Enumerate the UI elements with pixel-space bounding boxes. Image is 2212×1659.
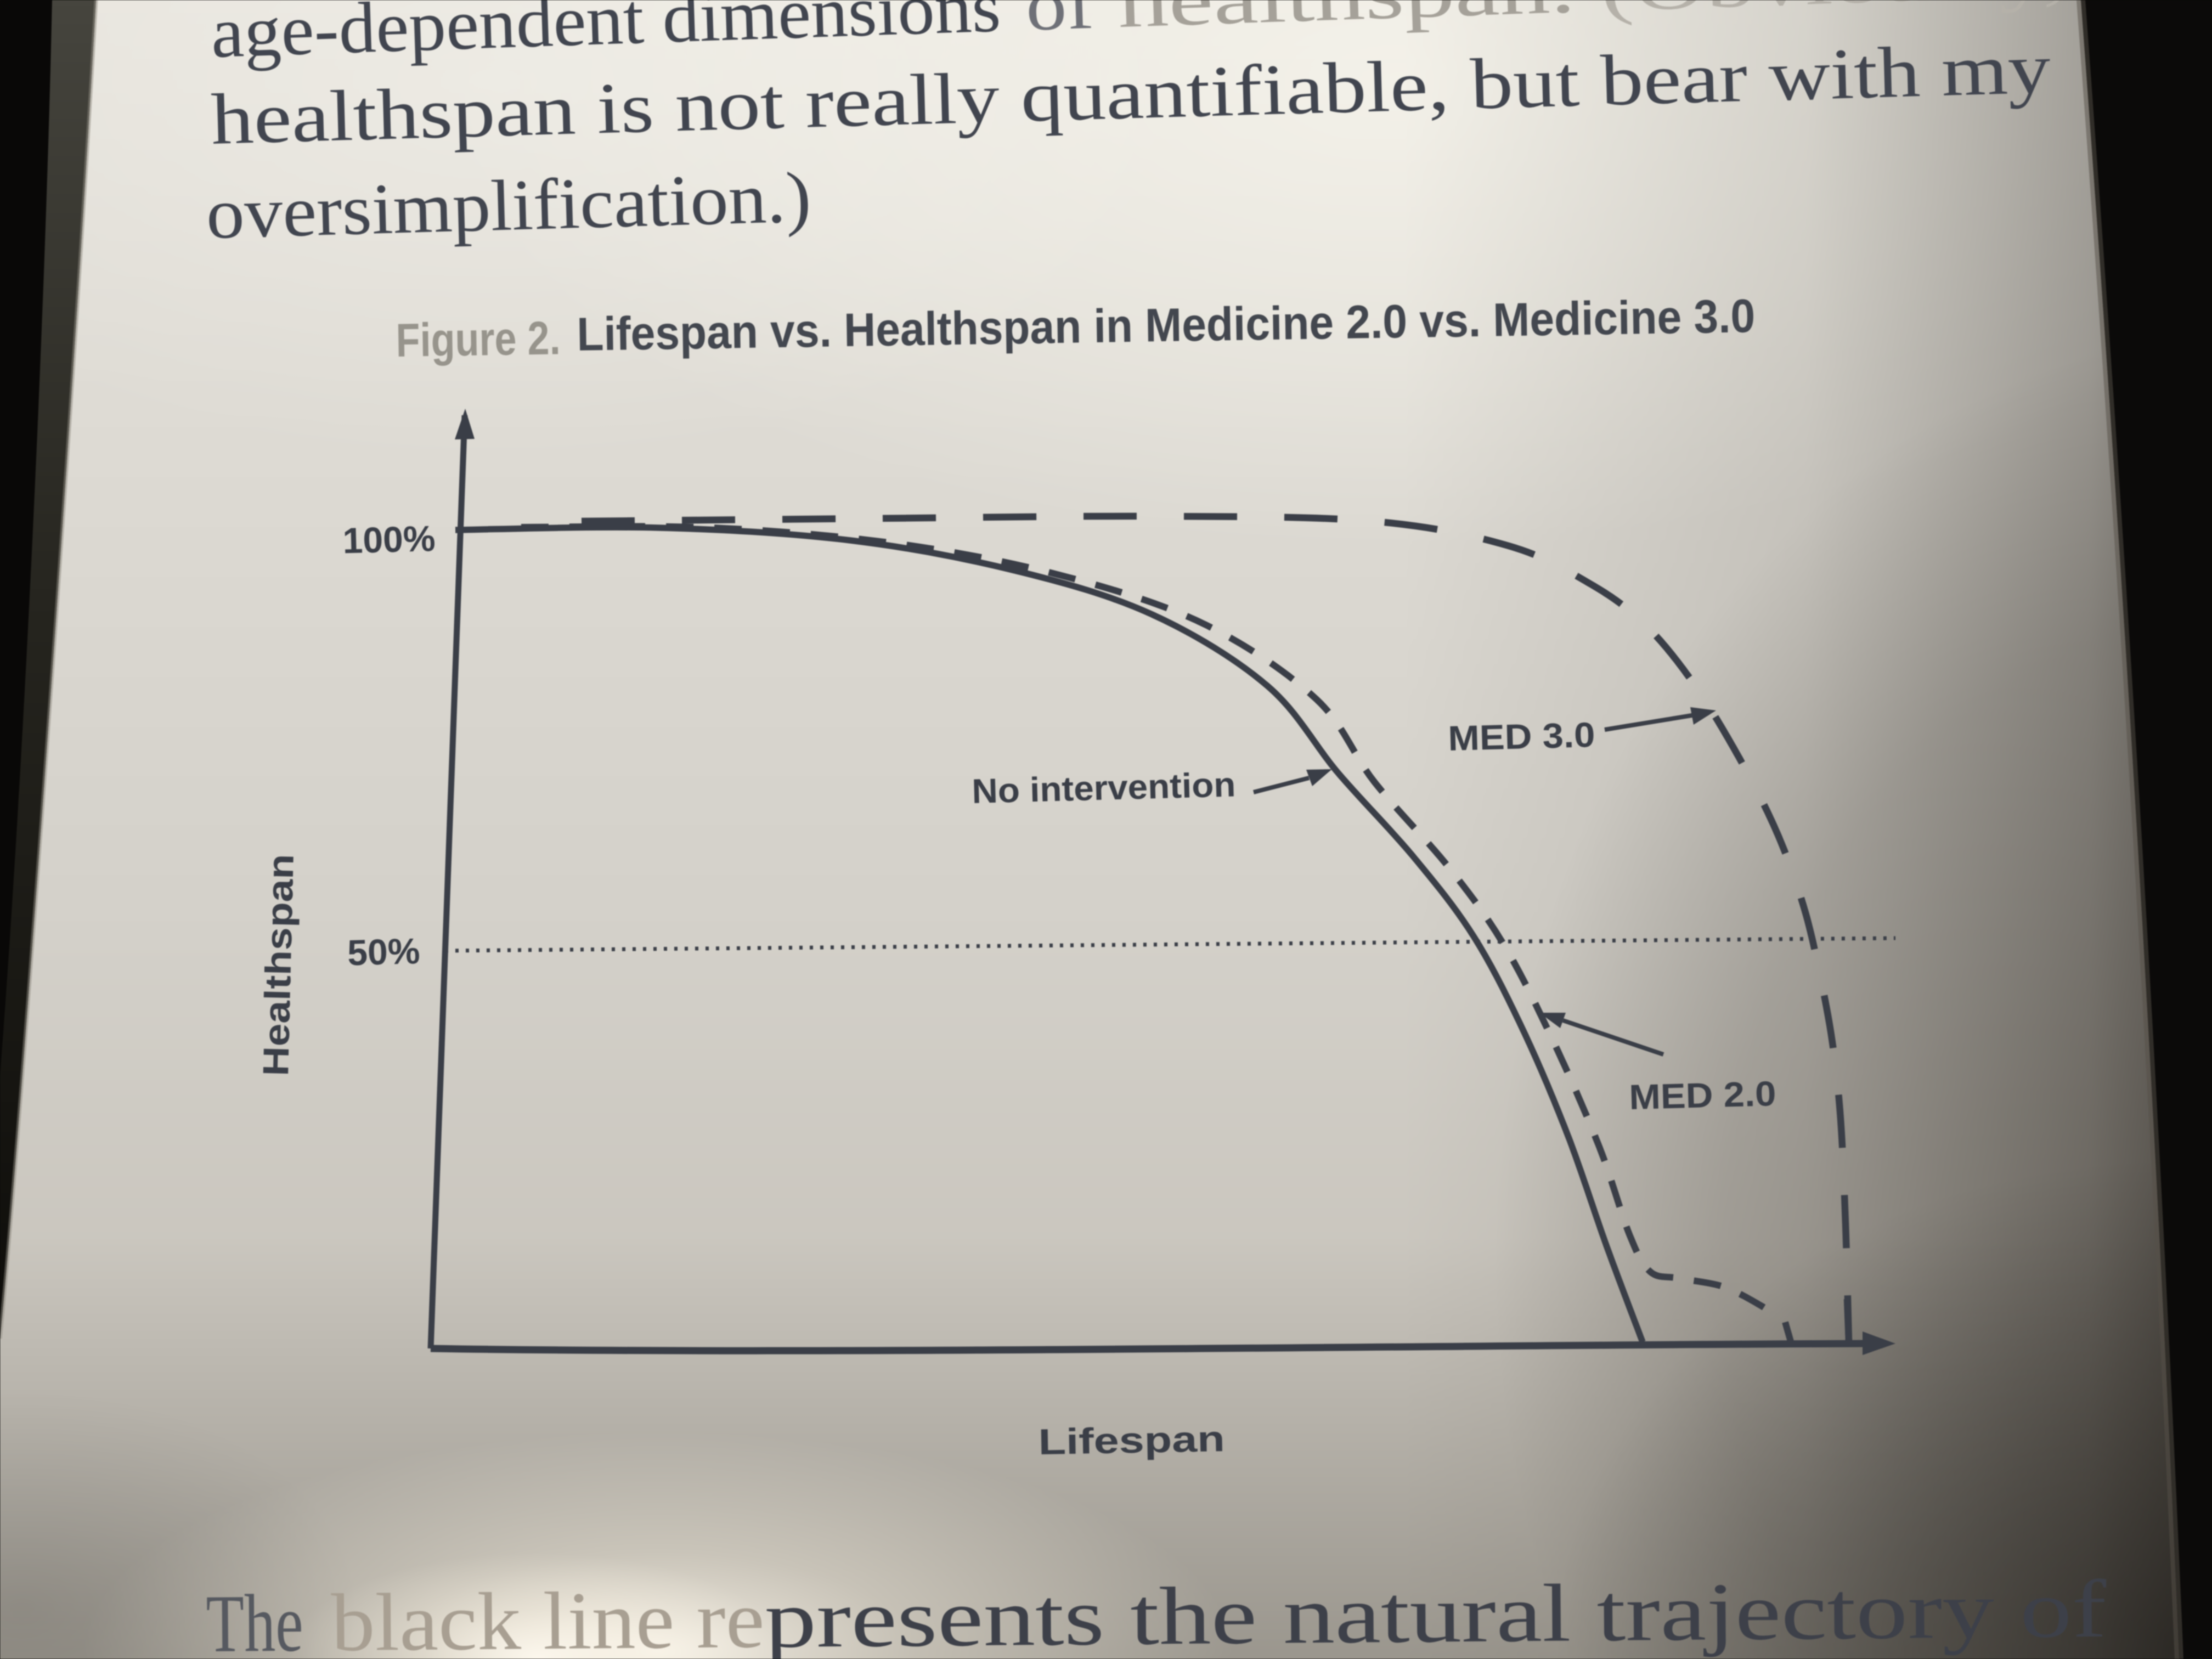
svg-text:Healthspan: Healthspan	[255, 854, 301, 1077]
svg-text:oversimplification.): oversimplification.)	[205, 156, 812, 254]
svg-text:The: The	[206, 1578, 303, 1659]
svg-text:black line re: black line re	[331, 1574, 765, 1659]
svg-text:Lifespan: Lifespan	[1038, 1418, 1225, 1462]
svg-text:presents the natural trajector: presents the natural trajectory of	[764, 1564, 2107, 1659]
svg-text:No intervention: No intervention	[972, 765, 1237, 811]
svg-text:of: of	[1024, 0, 1095, 46]
svg-text:100%: 100%	[342, 518, 436, 561]
svg-text:Figure 2.: Figure 2.	[396, 312, 561, 367]
svg-text:MED 2.0: MED 2.0	[1628, 1074, 1776, 1117]
svg-text:MED 3.0: MED 3.0	[1447, 715, 1595, 758]
svg-text:healthspan. (Obviously,: healthspan. (Obviously,	[1116, 0, 2068, 43]
svg-text:50%: 50%	[347, 930, 420, 973]
